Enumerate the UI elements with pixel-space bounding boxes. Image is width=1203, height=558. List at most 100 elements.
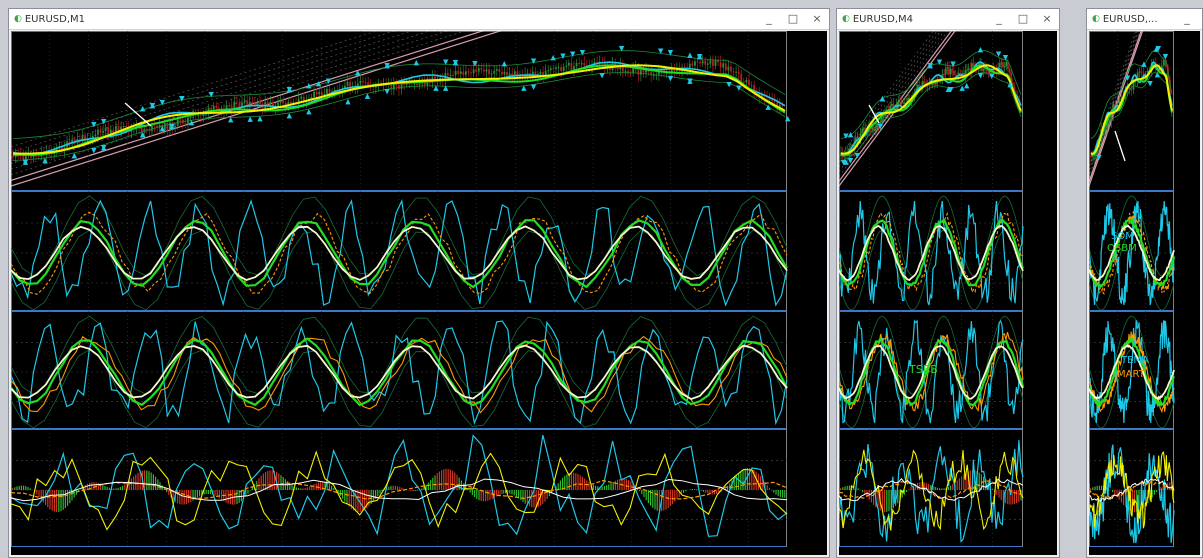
fractal-arrow-icon: ▲	[306, 82, 312, 90]
tema-label: TEMA	[1120, 355, 1149, 366]
minimize-button[interactable]: _	[766, 12, 772, 25]
candle-body	[1146, 70, 1149, 76]
candle-body	[696, 61, 699, 63]
wave-line	[1114, 130, 1126, 162]
histogram-bar	[573, 472, 575, 490]
candle-body	[542, 72, 545, 76]
window-titlebar[interactable]: ◐ EURUSD,M1 _ □ ×	[9, 9, 829, 30]
fractal-arrow-icon: ▼	[619, 45, 625, 53]
fractal-arrow-icon: ▲	[1007, 80, 1013, 88]
chart-area-m4[interactable]: ▲ ▲ ▲ ▼ ▼ ▼ ▲ ▼ ▼ ▼ ▲ ▼ ▼ ▼ ▲ ▲ ▼ ▲ ▼ ▼ ▼ ▲ ▲ ▲ TSBB	[839, 31, 1057, 555]
fractal-arrow-icon: ▼	[560, 52, 566, 60]
chart-area-m15[interactable]: ▼ ▼ ▲ ▲ ▼ ▲ ▼ ▼ SOM OSBM TEMA MART	[1089, 31, 1200, 555]
candle-body	[107, 127, 110, 135]
maximize-button[interactable]: □	[1017, 12, 1029, 25]
chart-window-m1[interactable]: ◐ EURUSD,M1 _ □ × ▼ ▼ ▼ ▼ ▼ ▲ ▲ ▲ ▲ ▲ ▼ ▲ ▼ ▼ ▼ ▲ ▲ ▼ ▲ ▼ ▲ ▼…	[8, 8, 830, 558]
histogram-bar	[694, 488, 696, 490]
histogram-bar	[309, 486, 311, 490]
histogram-bar	[377, 490, 379, 497]
histogram-bar	[910, 487, 912, 490]
candle-body	[637, 67, 640, 75]
fractal-arrow-icon: ▲	[453, 59, 459, 67]
histogram-bar	[401, 487, 403, 490]
maximize-button[interactable]: □	[787, 12, 799, 25]
fractal-arrow-icon: ▼	[160, 99, 166, 107]
histogram-bar	[478, 490, 480, 501]
histogram-bar	[1096, 485, 1098, 490]
histogram-bar	[104, 485, 106, 490]
histogram-bar	[735, 475, 737, 490]
candle-body	[1118, 99, 1121, 104]
close-button[interactable]: ×	[1042, 12, 1052, 25]
close-button[interactable]: ×	[812, 12, 822, 25]
fractal-arrow-icon: ▼	[570, 50, 576, 58]
candle-body	[745, 80, 748, 83]
fractal-arrow-icon: ▲	[848, 130, 854, 138]
chart-canvas-m1[interactable]: ▼▼▼▼▼▲▲▲▲▲▼▲▼▼▼▲▲▼▲▼▲▼▲▼▼▲▼▼▼▼▲▲▲▼▲▼▲▲▲ ▼…	[11, 31, 827, 555]
histogram-bar	[718, 490, 720, 494]
histogram-bar	[749, 468, 751, 490]
histogram-bar	[628, 479, 630, 490]
candle-body	[287, 101, 290, 105]
histogram-bar	[331, 485, 333, 490]
candle-body	[732, 71, 735, 73]
minimize-button[interactable]: _	[996, 12, 1002, 25]
histogram-bar	[1013, 490, 1015, 504]
chart-area-m1[interactable]: ▼ ▼ ▼ ▼ ▼ ▲ ▲ ▲ ▲ ▲ ▼ ▲ ▼ ▼ ▼ ▲ ▲ ▼ ▲ ▼ ▲ ▼ ▲ ▼ ▼ ▲ ▼ ▼ ▼ ▼ ▲ ▲ ▲ ▼ ▲ ▼ ▲ ▲ ▲ ▼…	[11, 31, 827, 555]
candle-body	[290, 101, 292, 106]
histogram-bar	[930, 484, 932, 490]
window-title: EURUSD,M4	[852, 13, 913, 25]
histogram-bar	[144, 470, 146, 490]
histogram-bar	[423, 486, 425, 490]
candle-body	[704, 60, 707, 65]
histogram-bar	[135, 474, 137, 490]
candle-body	[480, 68, 483, 70]
histogram-bar	[56, 490, 58, 513]
fractal-arrow-icon: ▼	[531, 83, 537, 91]
chart-window-m4[interactable]: ◐ EURUSD,M4 _ □ × ▲ ▲ ▲ ▼ ▼ ▼ ▲ ▼ ▼ ▼ ▲ ▼ ▼ ▼ ▲ ▲ ▼ ▲ ▼ ▼ ▼ ▲…	[836, 8, 1060, 558]
histogram-bar	[62, 490, 64, 510]
chart-canvas-m4[interactable]: ▲▲▲▼▼▼▲▼▼▼ ▲▼▼▼▲▲▼▲▼▼▼▲▲▲TSBB	[839, 31, 1057, 555]
osbm-label: OSBM	[1107, 243, 1137, 254]
histogram-bar	[474, 490, 476, 498]
histogram-bar	[691, 488, 693, 490]
candle-body	[575, 62, 578, 67]
histogram-bar	[430, 480, 432, 490]
candle-body	[1142, 72, 1145, 77]
histogram-bar	[498, 490, 500, 496]
histogram-bar	[394, 485, 396, 490]
histogram-bar	[84, 485, 86, 490]
cci-line	[11, 434, 788, 537]
histogram-bar	[1007, 490, 1009, 505]
candle-body	[434, 76, 436, 80]
histogram-bar	[38, 490, 40, 498]
candle-body	[202, 114, 205, 116]
chart-window-m15[interactable]: ◐ EURUSD,... _ ▼ ▼ ▲ ▲ ▼ ▲ ▼ ▼ SOM OSBM TEMA MART	[1086, 8, 1203, 558]
histogram-bar	[249, 490, 251, 491]
candle-body	[459, 71, 462, 74]
candle-body	[472, 69, 475, 74]
candle-body	[351, 87, 354, 90]
window-titlebar[interactable]: ◐ EURUSD,... _	[1087, 9, 1202, 30]
histogram-bar	[932, 485, 934, 490]
fractal-arrow-icon: ▲	[306, 108, 312, 116]
fractal-arrow-icon: ▲	[880, 94, 886, 102]
candle-body	[596, 61, 599, 63]
histogram-bar	[575, 473, 577, 490]
mart-label: MART	[1117, 369, 1146, 380]
histogram-bar	[27, 486, 29, 490]
histogram-bar	[632, 483, 634, 490]
histogram-bar	[1169, 482, 1171, 490]
candle-body	[694, 61, 696, 66]
candle-body	[356, 83, 359, 87]
window-titlebar[interactable]: ◐ EURUSD,M4 _ □ ×	[837, 9, 1059, 30]
histogram-bar	[548, 490, 550, 497]
cci-line	[839, 440, 1024, 543]
histogram-bar	[456, 474, 458, 490]
bands-lower	[1089, 349, 1175, 429]
histogram-bar	[996, 490, 998, 495]
candle-body	[12, 155, 14, 157]
minimize-button[interactable]: _	[1184, 12, 1190, 25]
candle-body	[547, 70, 550, 72]
